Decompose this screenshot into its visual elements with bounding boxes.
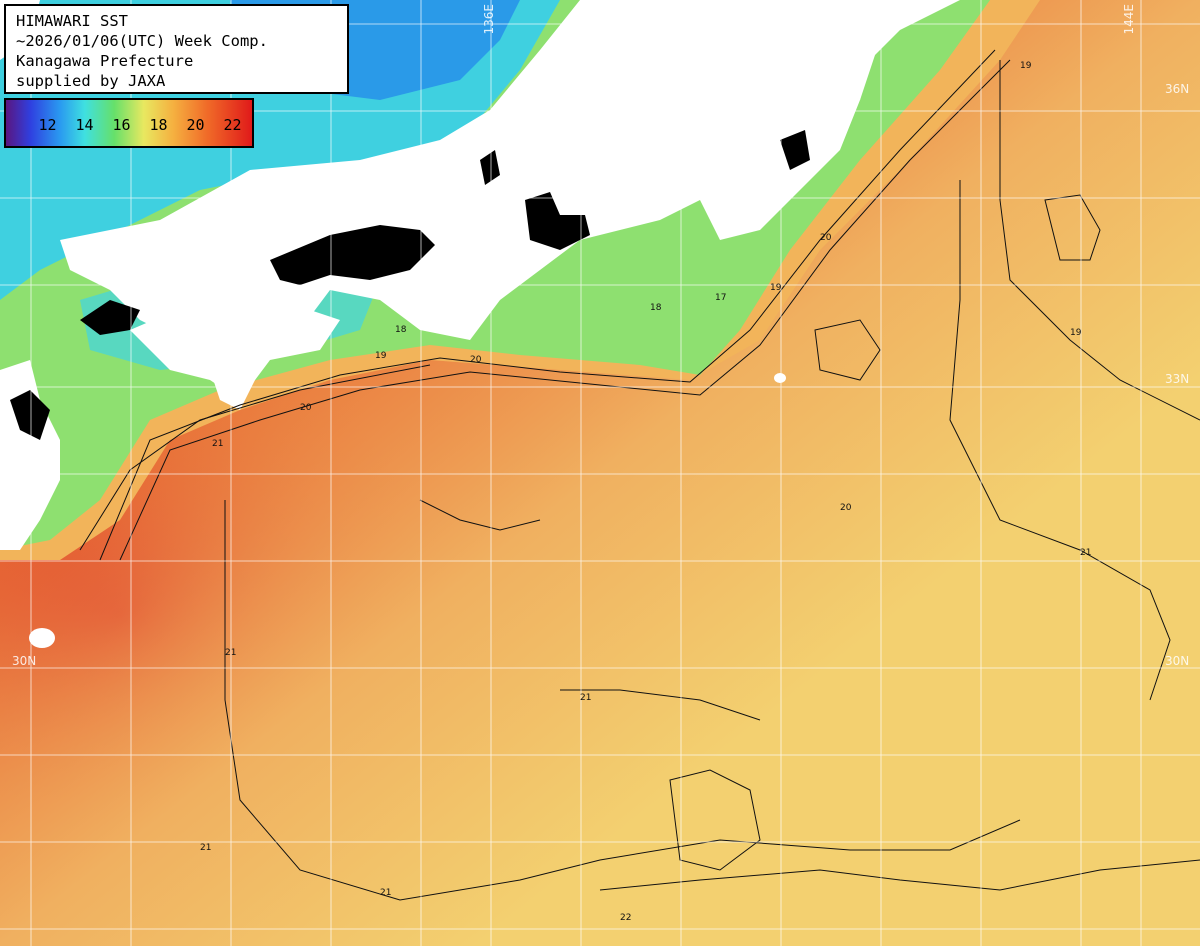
cloud-mask-kanto	[780, 130, 810, 170]
contour-label: 21	[212, 439, 223, 449]
scale-label-14: 14	[75, 116, 94, 134]
scale-label-18: 18	[149, 116, 168, 134]
cloud-mask-kii	[525, 192, 590, 250]
contour-label: 20	[840, 503, 852, 513]
lat-label-33-left: 33	[8, 372, 24, 386]
contour-label: 18	[650, 303, 662, 313]
lat-label-33n: 33N	[1165, 372, 1190, 386]
cloud-mask-north	[480, 150, 500, 185]
contour-label: 19	[375, 351, 387, 361]
lon-label-144e: 144E	[1122, 4, 1136, 35]
title-product: HIMAWARI SST	[16, 12, 128, 30]
scale-label-20: 20	[186, 116, 205, 134]
contour-label: 19	[1070, 328, 1082, 338]
contour-label: 21	[580, 693, 591, 703]
temperature-color-scale: 12 14 16 18 20 22	[4, 98, 254, 148]
scale-label-16: 16	[112, 116, 131, 134]
contour-label: 21	[1080, 548, 1091, 558]
lat-label-30n-left: 30N	[12, 654, 37, 668]
title-organization: Kanagawa Prefecture	[16, 52, 194, 70]
scale-label-22: 22	[223, 116, 242, 134]
honshu-kanto-land	[860, 0, 960, 100]
contour-label: 20	[470, 355, 482, 365]
isotherm-contours	[79, 49, 1200, 901]
contour-label: 19	[770, 283, 782, 293]
title-credit: supplied by JAXA	[16, 72, 166, 90]
contour-label: 20	[820, 233, 832, 243]
contour-label: 19	[1020, 61, 1032, 71]
contour-label: 22	[620, 913, 631, 923]
map-title-box: HIMAWARI SST ~2026/01/06(UTC) Week Comp.…	[4, 4, 349, 94]
title-date: ~2026/01/06(UTC) Week Comp.	[16, 32, 268, 50]
contour-label: 21	[225, 648, 236, 658]
island-tanegashima	[29, 628, 55, 648]
contour-label: 21	[380, 888, 391, 898]
contour-label: 20	[300, 403, 312, 413]
contour-label: 17	[715, 293, 726, 303]
scale-label-12: 12	[38, 116, 57, 134]
shikoku-land	[130, 300, 340, 400]
lat-label-30n-right: 30N	[1165, 654, 1190, 668]
cloud-mask-west	[80, 300, 140, 335]
contour-label: 18	[395, 325, 407, 335]
cloud-mask-kyushu	[10, 390, 50, 440]
lat-label-36n: 36N	[1165, 82, 1190, 96]
island-small	[774, 373, 786, 383]
cloud-mask-inland-sea	[270, 225, 435, 285]
contour-label: 21	[200, 843, 211, 853]
lon-label-136e: 136E	[482, 4, 496, 35]
